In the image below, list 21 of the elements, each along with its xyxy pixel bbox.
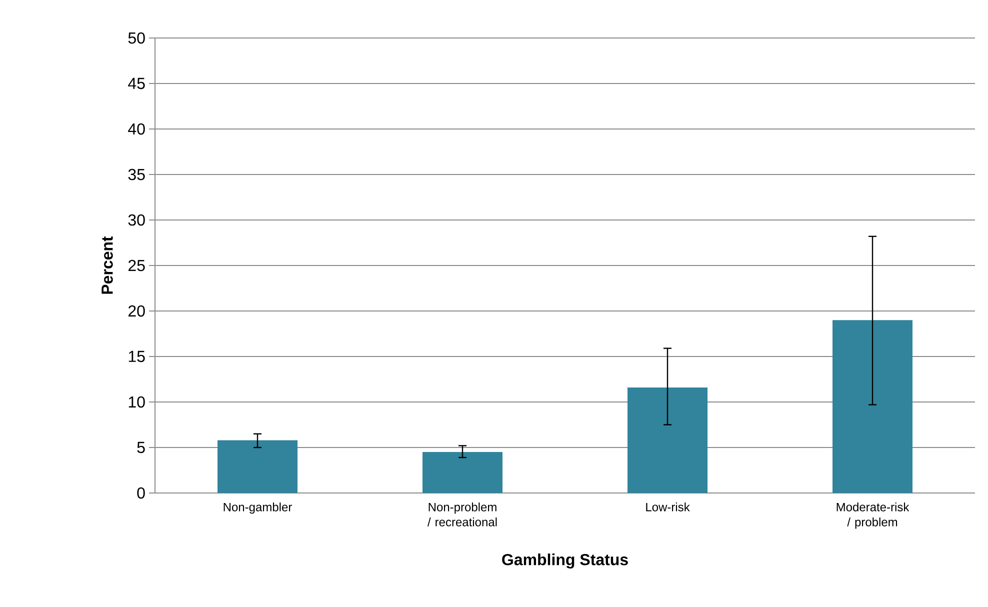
y-tick-label: 20 xyxy=(128,305,145,317)
y-tick-label: 35 xyxy=(128,168,145,180)
y-tick-label: 0 xyxy=(137,487,145,499)
bar xyxy=(628,387,708,493)
x-tick-label: Non-gambler xyxy=(224,502,292,514)
y-tick-label: 45 xyxy=(128,78,145,90)
x-tick-label: Moderate-risk / problem xyxy=(836,502,910,529)
y-tick-label: 50 xyxy=(128,32,145,44)
x-tick-label: Non-problem / recreational xyxy=(427,502,497,526)
x-tick-label: Low-risk xyxy=(646,502,690,512)
y-tick-label: 5 xyxy=(137,442,145,454)
bar xyxy=(218,440,298,493)
y-tick-label: 15 xyxy=(128,350,145,362)
y-tick-label: 10 xyxy=(128,396,145,408)
bar xyxy=(422,452,503,493)
x-axis-title: Gambling Status xyxy=(502,554,628,569)
y-axis-title: Percent xyxy=(102,236,113,294)
y-tick-label: 40 xyxy=(128,123,145,135)
y-tick-label: 25 xyxy=(128,260,145,272)
y-tick-label: 30 xyxy=(128,214,145,226)
bar xyxy=(832,320,913,493)
